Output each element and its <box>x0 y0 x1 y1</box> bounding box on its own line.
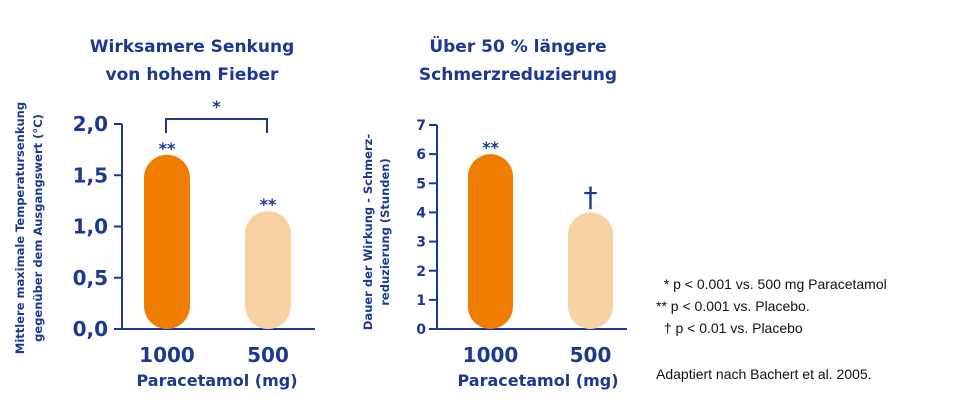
x-tick-label: 1000 <box>463 343 519 367</box>
y-tick-label: 1,0 <box>73 215 108 239</box>
source-note: Adaptiert nach Bachert et al. 2005. <box>656 366 872 382</box>
legend-line-2: ** p < 0.001 vs. Placebo. <box>656 298 810 314</box>
significance-bracket <box>165 118 268 133</box>
y-tick-label: 1 <box>416 293 426 309</box>
bar-1000 <box>468 154 513 329</box>
bracket-label: * <box>212 97 221 116</box>
chart-title: Wirksamere Senkung <box>90 37 295 57</box>
legend-line-1: * p < 0.001 vs. 500 mg Paracetamol <box>656 276 887 292</box>
y-axis-label: Dauer der Wirkung - Schmerz- <box>361 134 375 330</box>
chart-title: Schmerzreduzierung <box>419 65 617 85</box>
y-tick-label: 2,0 <box>73 112 108 136</box>
y-tick-label: 1,5 <box>73 163 108 187</box>
x-tick-label: 500 <box>247 343 289 367</box>
legend-line-3: † p < 0.01 vs. Placebo <box>656 320 803 336</box>
bar-500 <box>245 211 291 329</box>
chart-title: von hohem Fieber <box>106 65 279 85</box>
y-tick-label: 0,5 <box>73 266 108 290</box>
y-axis-label: reduzierung (Stunden) <box>378 158 392 306</box>
significance-marker: ** <box>159 139 176 158</box>
y-tick-label: 7 <box>416 118 426 134</box>
y-tick-label: 3 <box>416 235 426 251</box>
y-tick-label: 5 <box>416 176 426 192</box>
y-tick-label: 6 <box>416 147 426 163</box>
y-axis-label: Mittlere maximale Temperatursenkung <box>13 102 27 354</box>
y-tick-label: 0 <box>416 322 426 338</box>
x-axis-label: Paracetamol (mg) <box>457 371 618 390</box>
y-tick-label: 2 <box>416 264 426 280</box>
significance-marker: † <box>584 180 598 213</box>
x-axis-label: Paracetamol (mg) <box>136 371 297 390</box>
y-axis-label: gegenüber dem Ausgangswert (°C) <box>31 114 45 342</box>
chart-title: Über 50 % längere <box>429 35 606 57</box>
y-tick-label: 0,0 <box>73 317 108 341</box>
bar-500 <box>568 212 613 329</box>
x-tick-label: 500 <box>570 343 612 367</box>
x-tick-label: 1000 <box>139 343 195 367</box>
y-tick-label: 4 <box>416 205 426 221</box>
significance-marker: ** <box>260 195 277 214</box>
bar-1000 <box>144 154 190 329</box>
significance-marker: ** <box>482 138 499 157</box>
